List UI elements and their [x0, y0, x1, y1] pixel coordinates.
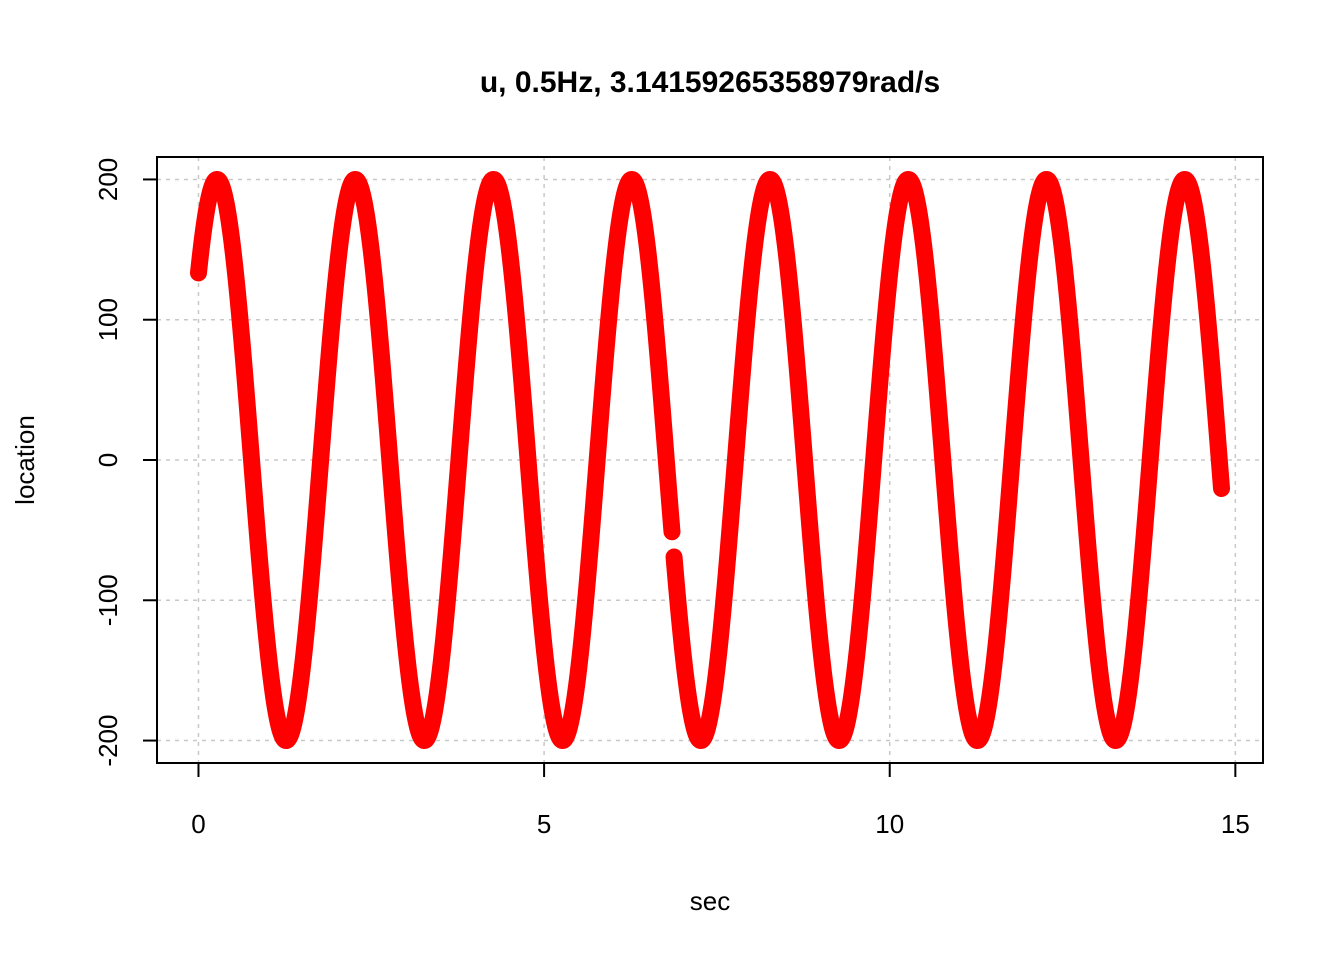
y-tick-label-0: -200	[93, 715, 123, 767]
y-axis-label: location	[10, 415, 40, 505]
series-0-segment-0	[189, 170, 681, 750]
y-tick-label-1: -100	[93, 574, 123, 626]
x-tick-label-3: 15	[1221, 809, 1250, 839]
series-0-segment-1	[665, 170, 1231, 750]
y-tick-label-2: 0	[93, 453, 123, 467]
data-series	[189, 170, 1231, 750]
x-axis: 0 5 10 15	[191, 762, 1250, 839]
x-tick-label-1: 5	[537, 809, 551, 839]
x-tick-label-2: 10	[875, 809, 904, 839]
y-tick-label-3: 100	[93, 298, 123, 341]
y-tick-label-4: 200	[93, 158, 123, 201]
y-axis: -200 -100 0 100 200	[93, 158, 158, 767]
chart-title: u, 0.5Hz, 3.14159265358979rad/s	[480, 66, 940, 99]
x-axis-label: sec	[690, 886, 730, 916]
x-tick-label-0: 0	[191, 809, 205, 839]
